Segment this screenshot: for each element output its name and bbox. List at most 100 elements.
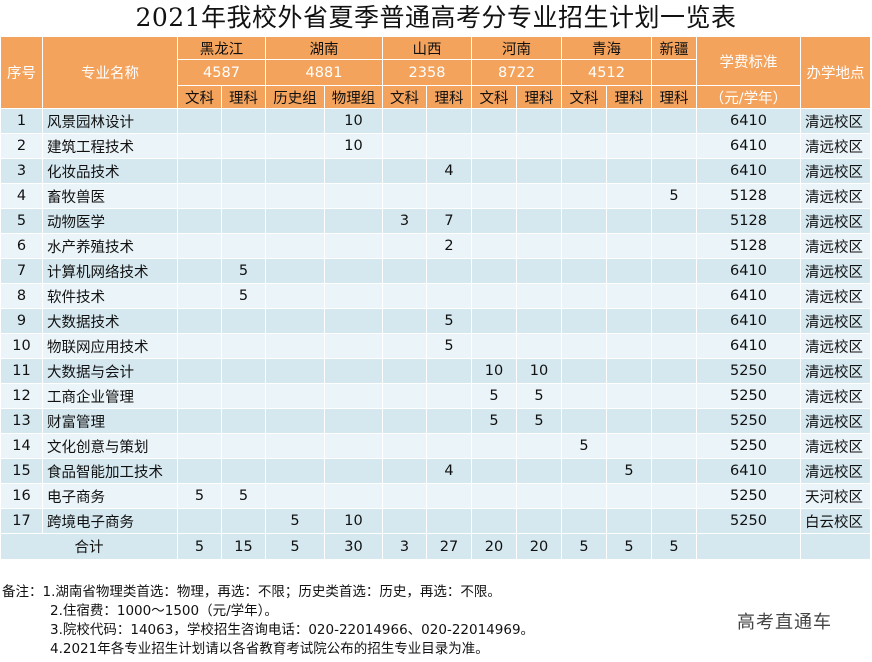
table-row: 11 大数据与会计 10 10 5250 清远校区 bbox=[0, 358, 871, 384]
quota-cell bbox=[177, 108, 222, 134]
quota-cell bbox=[324, 283, 383, 309]
quota-cell: 5 bbox=[471, 383, 517, 409]
quota-cell bbox=[426, 508, 472, 534]
quota-cell bbox=[221, 508, 266, 534]
major-name: 工商企业管理 bbox=[42, 383, 178, 409]
province-hunan: 湖南 bbox=[265, 36, 383, 60]
quota-cell bbox=[426, 483, 472, 509]
quota-cell bbox=[177, 208, 222, 234]
province-shanxi: 山西 bbox=[382, 36, 472, 60]
quota-cell bbox=[177, 508, 222, 534]
table-row: 7 计算机网络技术 5 6410 清远校区 bbox=[0, 258, 871, 284]
quota-cell bbox=[561, 458, 607, 484]
table-row: 13 财富管理 5 5 5250 清远校区 bbox=[0, 408, 871, 434]
quota-cell bbox=[516, 233, 562, 259]
quota-cell bbox=[265, 158, 325, 184]
quota-cell bbox=[265, 208, 325, 234]
subject-header: 文科 bbox=[471, 85, 517, 109]
note-line: 备注：1.湖南省物理类首选：物理，再选：不限；历史类首选：历史，再选：不限。 bbox=[2, 584, 501, 600]
province-name-row: 序号 专业名称 黑龙江 湖南 山西 河南 青海 新疆 学费标准 办学地点 bbox=[0, 36, 871, 109]
quota-cell bbox=[324, 433, 383, 459]
tuition-cell: 6410 bbox=[696, 308, 801, 334]
quota-cell: 5 bbox=[221, 258, 266, 284]
total-cell: 5 bbox=[265, 533, 325, 560]
quota-cell bbox=[265, 483, 325, 509]
province-code bbox=[651, 59, 697, 86]
quota-cell bbox=[177, 133, 222, 159]
quota-cell bbox=[221, 133, 266, 159]
quota-cell bbox=[516, 158, 562, 184]
major-name: 大数据技术 bbox=[42, 308, 178, 334]
major-name: 食品智能加工技术 bbox=[42, 458, 178, 484]
row-number: 12 bbox=[0, 383, 43, 409]
quota-cell bbox=[382, 458, 427, 484]
total-cell: 27 bbox=[426, 533, 472, 560]
campus-cell: 天河校区 bbox=[800, 483, 871, 509]
quota-cell: 5 bbox=[221, 283, 266, 309]
quota-cell bbox=[561, 308, 607, 334]
quota-cell bbox=[561, 333, 607, 359]
quota-cell bbox=[221, 333, 266, 359]
quota-cell bbox=[471, 483, 517, 509]
quota-cell bbox=[426, 358, 472, 384]
table-body: 1 风景园林设计 10 6410 清远校区 2 建筑工程技术 10 6410 清远校区 3 化妆品技术… bbox=[0, 108, 871, 534]
quota-cell bbox=[265, 433, 325, 459]
campus-cell: 白云校区 bbox=[800, 508, 871, 534]
quota-cell bbox=[177, 333, 222, 359]
quota-cell bbox=[221, 408, 266, 434]
quota-cell bbox=[651, 108, 697, 134]
total-cell: 5 bbox=[606, 533, 652, 560]
quota-cell bbox=[561, 258, 607, 284]
quota-cell bbox=[651, 458, 697, 484]
quota-cell bbox=[382, 308, 427, 334]
tuition-cell: 6410 bbox=[696, 258, 801, 284]
major-name: 建筑工程技术 bbox=[42, 133, 178, 159]
quota-cell bbox=[382, 358, 427, 384]
quota-cell bbox=[606, 133, 652, 159]
major-name: 物联网应用技术 bbox=[42, 333, 178, 359]
quota-cell bbox=[265, 458, 325, 484]
quota-cell bbox=[426, 408, 472, 434]
quota-cell bbox=[516, 283, 562, 309]
quota-cell bbox=[471, 108, 517, 134]
total-cell: 5 bbox=[177, 533, 222, 560]
quota-cell bbox=[606, 308, 652, 334]
quota-cell bbox=[382, 383, 427, 409]
row-number: 5 bbox=[0, 208, 43, 234]
quota-cell bbox=[651, 408, 697, 434]
quota-cell bbox=[651, 283, 697, 309]
quota-cell bbox=[324, 358, 383, 384]
major-name: 水产养殖技术 bbox=[42, 233, 178, 259]
table-row: 6 水产养殖技术 2 5128 清远校区 bbox=[0, 233, 871, 259]
quota-cell bbox=[382, 408, 427, 434]
subject-header: 历史组 bbox=[265, 85, 325, 109]
quota-cell bbox=[382, 283, 427, 309]
quota-cell bbox=[426, 258, 472, 284]
quota-cell bbox=[471, 283, 517, 309]
table-row: 2 建筑工程技术 10 6410 清远校区 bbox=[0, 133, 871, 159]
row-number: 3 bbox=[0, 158, 43, 184]
quota-cell bbox=[177, 433, 222, 459]
quota-cell bbox=[324, 458, 383, 484]
major-name: 财富管理 bbox=[42, 408, 178, 434]
major-name: 计算机网络技术 bbox=[42, 258, 178, 284]
quota-cell bbox=[606, 233, 652, 259]
quota-cell bbox=[382, 183, 427, 209]
quota-cell bbox=[651, 133, 697, 159]
tuition-cell: 5128 bbox=[696, 208, 801, 234]
quota-cell bbox=[265, 233, 325, 259]
quota-cell bbox=[265, 183, 325, 209]
row-number: 11 bbox=[0, 358, 43, 384]
tuition-cell: 6410 bbox=[696, 108, 801, 134]
quota-cell: 5 bbox=[471, 408, 517, 434]
quota-cell bbox=[177, 358, 222, 384]
quota-cell bbox=[265, 358, 325, 384]
quota-cell bbox=[177, 383, 222, 409]
page-title: 2021年我校外省夏季普通高考分专业招生计划一览表 bbox=[135, 3, 737, 32]
quota-cell bbox=[324, 308, 383, 334]
quota-cell bbox=[382, 483, 427, 509]
major-name: 动物医学 bbox=[42, 208, 178, 234]
quota-cell bbox=[516, 433, 562, 459]
row-number: 6 bbox=[0, 233, 43, 259]
tuition-cell: 6410 bbox=[696, 133, 801, 159]
